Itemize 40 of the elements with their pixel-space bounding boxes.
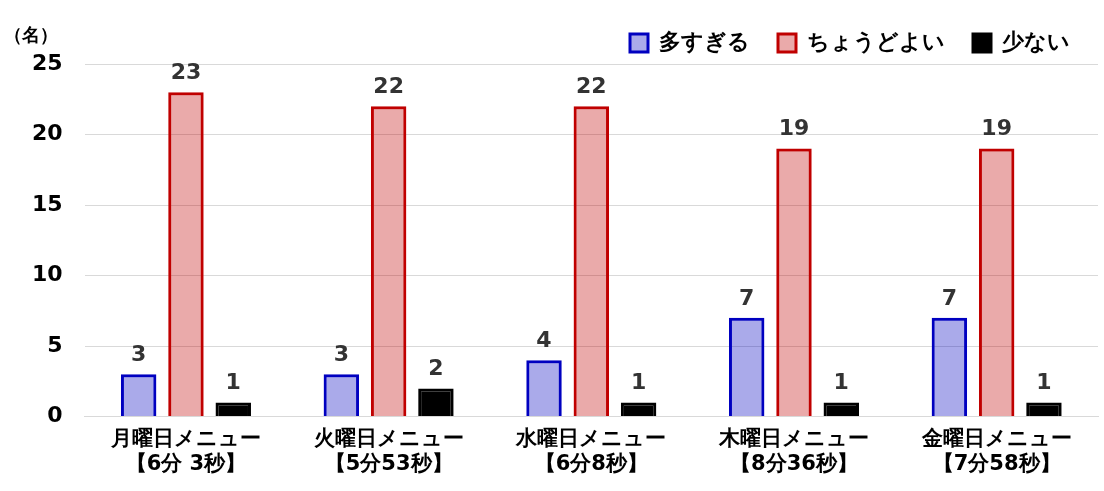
bar xyxy=(323,374,360,417)
y-tick-label: 25 xyxy=(31,49,63,75)
bar xyxy=(120,374,157,417)
legend-label: 多すぎる xyxy=(659,28,750,54)
data-label: 22 xyxy=(373,73,404,99)
data-label: 19 xyxy=(981,115,1012,141)
y-axis-title: （名） xyxy=(4,23,58,45)
bar xyxy=(931,317,968,417)
data-label: 2 xyxy=(428,355,444,381)
data-label: 3 xyxy=(131,341,147,367)
x-tick-label: 月曜日メニュー【6分 3秒】 xyxy=(109,425,261,475)
bar xyxy=(526,360,562,417)
x-tick-label: 木曜日メニュー【8分36秒】 xyxy=(717,425,869,475)
y-tick-label: 5 xyxy=(47,331,63,357)
x-tick-label: 金曜日メニュー【7分58秒】 xyxy=(920,425,1072,475)
y-tick-label: 0 xyxy=(47,402,63,428)
x-tick-label: 火曜日メニュー【5分53秒】 xyxy=(313,425,464,475)
bar xyxy=(168,92,204,417)
data-label: 1 xyxy=(225,369,241,395)
data-label: 3 xyxy=(333,341,349,367)
bar xyxy=(573,106,610,417)
data-label: 23 xyxy=(170,58,202,84)
data-label: 7 xyxy=(739,284,755,310)
legend-label: ちょうどよい xyxy=(807,28,945,54)
data-label: 19 xyxy=(778,115,810,141)
y-tick-label: 20 xyxy=(31,120,63,146)
x-tick-label: 水曜日メニュー【6分8秒】 xyxy=(515,425,667,475)
bar xyxy=(728,317,765,417)
data-label: 1 xyxy=(630,369,647,395)
data-label: 22 xyxy=(576,73,607,99)
data-label: 4 xyxy=(536,326,552,352)
data-label: 1 xyxy=(833,369,849,395)
y-tick-label: 10 xyxy=(31,261,63,287)
y-tick-label: 15 xyxy=(31,190,63,216)
bar xyxy=(370,106,407,417)
data-label: 7 xyxy=(941,284,958,310)
bar xyxy=(978,148,1015,417)
bar xyxy=(776,148,812,417)
legend-label: 少ない xyxy=(1002,28,1070,54)
data-label: 1 xyxy=(1036,369,1052,395)
